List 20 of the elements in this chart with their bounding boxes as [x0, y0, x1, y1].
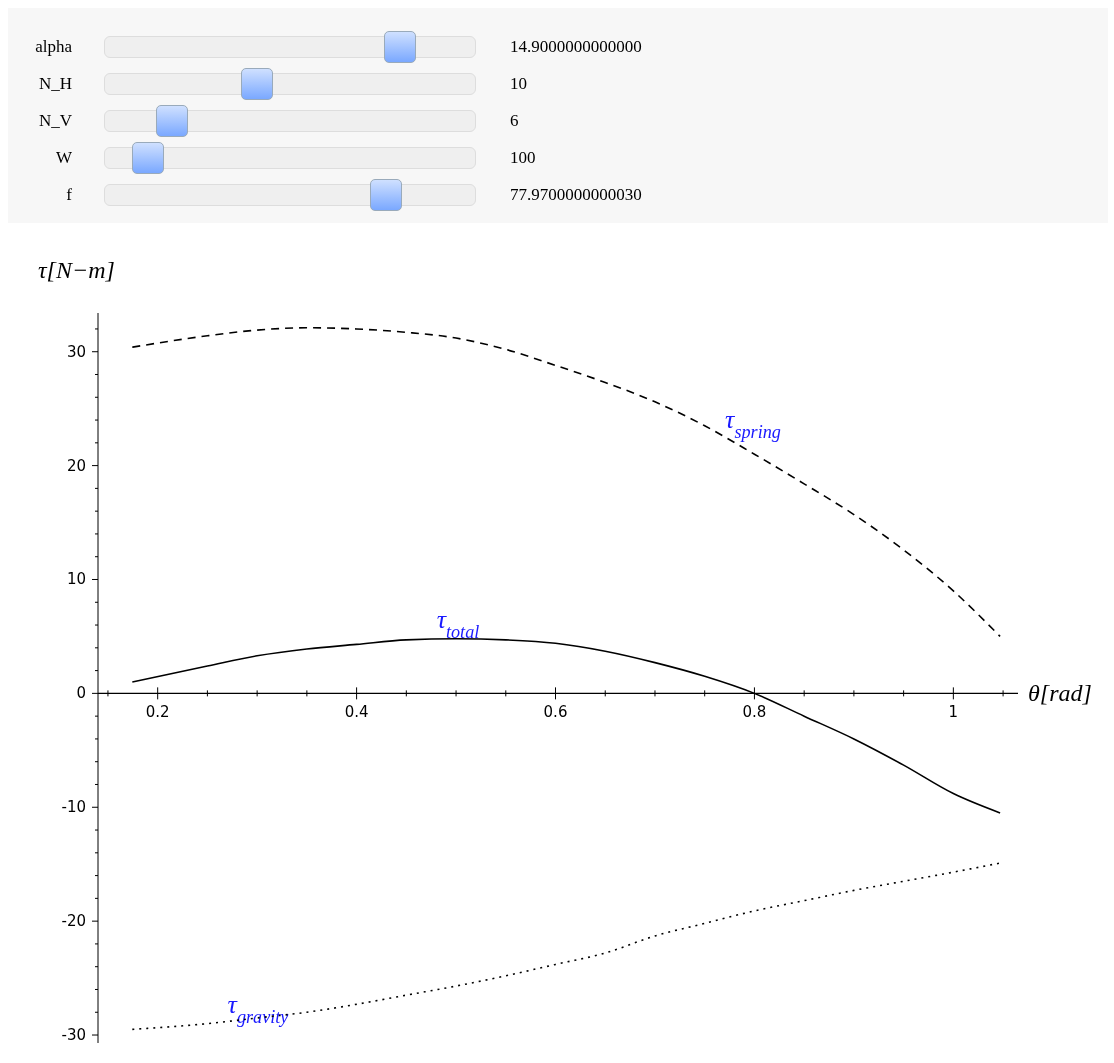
annotation: τ$_{gravity}$ [227, 990, 290, 1027]
annotation: τ$_{total}$ [436, 605, 480, 642]
y-tick-label: -10 [61, 798, 86, 817]
y-tick-label: -30 [61, 1026, 86, 1045]
y-tick-label: 10 [66, 570, 86, 589]
x-tick-label: 0.6 [543, 703, 568, 722]
y-axis-title: τ[N−m] [38, 257, 115, 283]
x-tick-label: 0.8 [742, 703, 767, 722]
x-tick-label: 0.2 [145, 703, 170, 722]
line-series [131, 327, 1001, 638]
x-tick-label: 1 [948, 703, 959, 722]
y-tick-label: 20 [66, 456, 86, 475]
y-tick-label: 30 [66, 342, 86, 361]
line-series [131, 862, 1001, 1031]
annotation: τ$_{spring}$ [725, 405, 781, 442]
y-tick-label: -20 [61, 912, 86, 931]
slider-panel: alpha 14.9000000000000 N_H 10 N_V 6 W 100 f 77.9700000000030 [8, 8, 1108, 223]
y-tick-label: 0 [76, 684, 86, 703]
x-axis-title: θ[rad] [1028, 680, 1092, 707]
x-tick-label: 0.4 [344, 703, 369, 722]
